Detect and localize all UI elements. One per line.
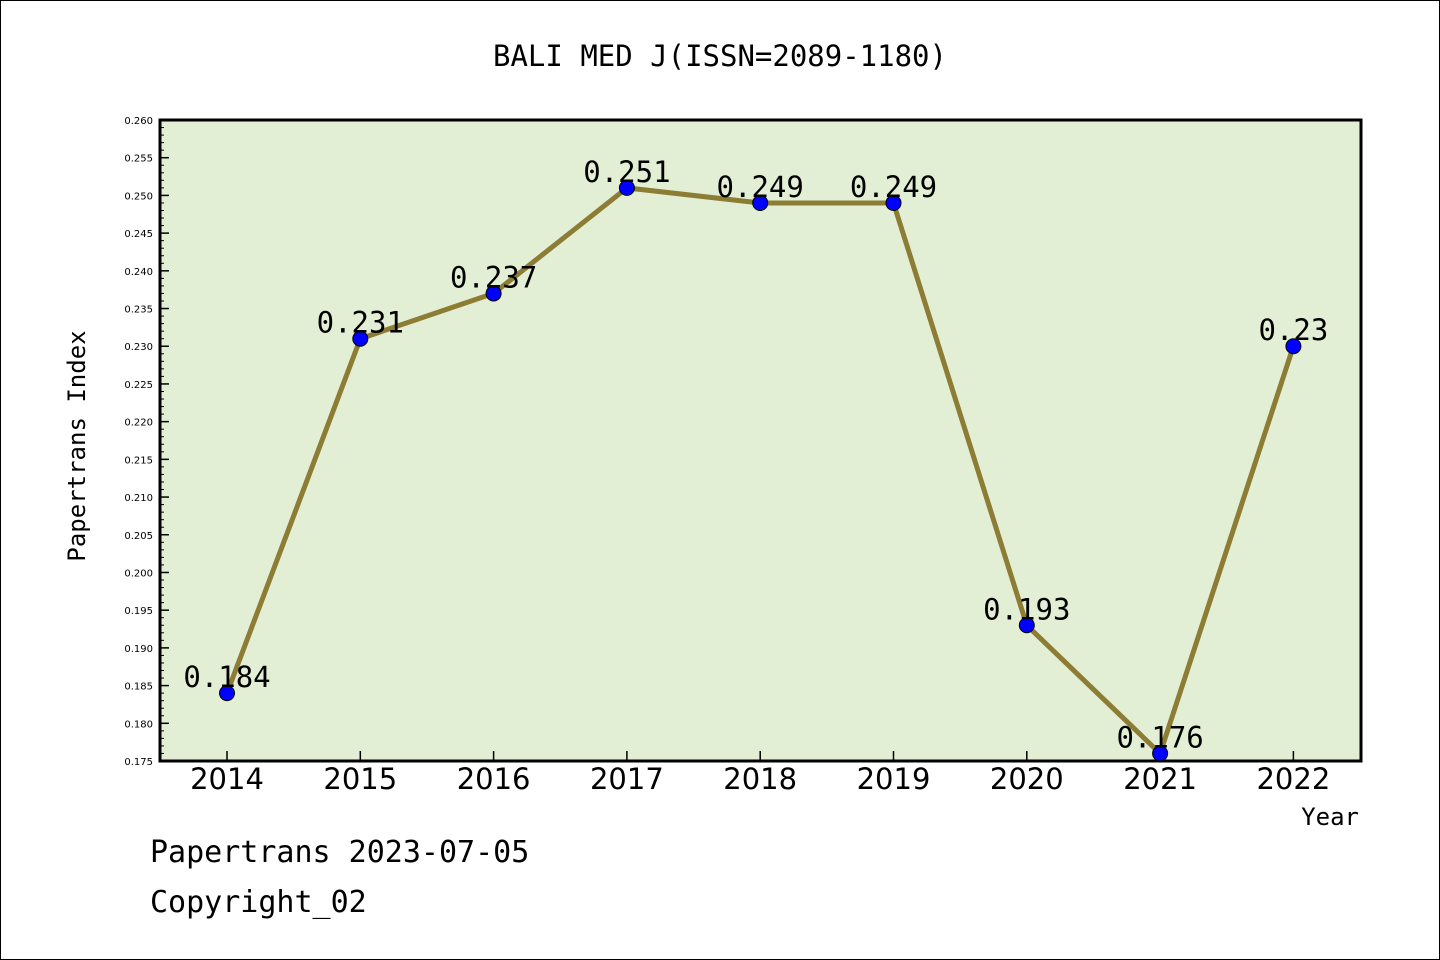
data-label: 0.249 bbox=[850, 170, 937, 204]
y-tick-label: 0.195 bbox=[124, 606, 153, 617]
y-tick-label: 0.190 bbox=[124, 644, 153, 655]
x-tick-label: 2014 bbox=[190, 762, 264, 796]
y-tick-label: 0.225 bbox=[124, 380, 153, 391]
x-tick-label: 2016 bbox=[457, 762, 531, 796]
data-point bbox=[618, 179, 635, 196]
data-point bbox=[1152, 745, 1169, 762]
data-label: 0.176 bbox=[1116, 720, 1203, 754]
data-label: 0.249 bbox=[717, 170, 804, 204]
y-tick-label: 0.250 bbox=[124, 191, 153, 202]
y-tick-label: 0.245 bbox=[124, 229, 153, 240]
y-tick-label: 0.185 bbox=[124, 682, 153, 693]
y-tick-label: 0.215 bbox=[124, 455, 153, 466]
y-tick-label: 0.220 bbox=[124, 418, 153, 429]
data-label: 0.193 bbox=[983, 592, 1070, 626]
x-axis: 2014 2015 2016 2017 2018 2019 2020 2021 2022 bbox=[190, 751, 1330, 796]
y-tick-label: 0.235 bbox=[124, 305, 153, 316]
y-tick-label: 0.180 bbox=[124, 719, 153, 730]
y-tick-label: 0.260 bbox=[124, 116, 153, 127]
y-tick-label: 0.240 bbox=[124, 267, 153, 278]
y-tick-label: 0.230 bbox=[124, 342, 153, 353]
data-point bbox=[1285, 338, 1302, 355]
y-tick-label: 0.205 bbox=[124, 531, 153, 542]
data-point bbox=[885, 194, 902, 211]
data-point bbox=[752, 194, 769, 211]
x-axis-title: Year bbox=[1301, 803, 1359, 831]
data-point bbox=[1018, 617, 1035, 634]
data-labels: 0.184 0.231 0.237 0.251 0.249 0.249 0.193 0.176… bbox=[183, 155, 1328, 755]
chart-title: BALI MED J(ISSN=2089-1180) bbox=[493, 39, 947, 73]
y-tick-label: 0.210 bbox=[124, 493, 153, 504]
data-point bbox=[352, 330, 369, 347]
y-tick-label: 0.200 bbox=[124, 568, 153, 579]
x-tick-label: 2022 bbox=[1256, 762, 1330, 796]
x-tick-label: 2017 bbox=[590, 762, 664, 796]
x-tick-label: 2021 bbox=[1123, 762, 1197, 796]
data-point bbox=[485, 285, 502, 302]
data-label: 0.23 bbox=[1258, 313, 1328, 347]
series-papertrans-index bbox=[219, 179, 1302, 762]
footer-copyright: Copyright_02 bbox=[150, 885, 367, 920]
y-axis: 0.175 0.180 0.185 0.190 0.195 0.200 0.205 0.210… bbox=[124, 116, 169, 768]
x-tick-label: 2015 bbox=[323, 762, 397, 796]
y-tick-label: 0.175 bbox=[124, 757, 153, 768]
plot-area bbox=[158, 118, 1363, 763]
x-tick-label: 2020 bbox=[990, 762, 1064, 796]
data-label: 0.251 bbox=[583, 155, 670, 189]
data-point bbox=[219, 685, 235, 702]
x-tick-label: 2019 bbox=[857, 762, 931, 796]
y-axis-title: Papertrans Index bbox=[63, 330, 91, 561]
x-tick-label: 2018 bbox=[723, 762, 797, 796]
y-tick-label: 0.255 bbox=[124, 154, 153, 165]
data-label: 0.184 bbox=[183, 660, 270, 694]
data-label: 0.237 bbox=[450, 260, 537, 294]
footer-date: Papertrans 2023-07-05 bbox=[150, 835, 530, 870]
data-label: 0.231 bbox=[317, 306, 404, 340]
